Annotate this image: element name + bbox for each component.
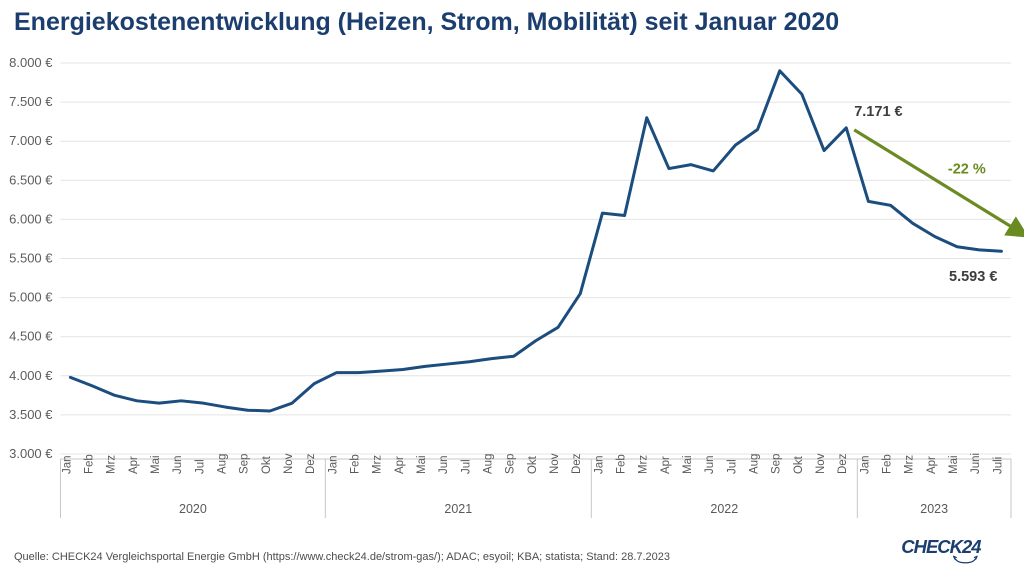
svg-text:Dez: Dez [305,453,317,474]
svg-text:Jun: Jun [438,455,450,474]
svg-text:Apr: Apr [394,456,406,474]
svg-text:Okt: Okt [527,455,539,474]
svg-text:Aug: Aug [217,454,229,474]
svg-text:Aug: Aug [483,454,495,474]
svg-text:2022: 2022 [710,502,738,516]
svg-text:Apr: Apr [926,456,938,474]
svg-text:Nov: Nov [283,453,295,474]
svg-text:Sep: Sep [771,454,783,474]
svg-text:Jul: Jul [194,459,206,474]
svg-text:2023: 2023 [920,502,948,516]
svg-text:Mai: Mai [948,455,960,474]
svg-text:Aug: Aug [749,454,761,474]
svg-text:Okt: Okt [793,455,805,474]
svg-text:Jun: Jun [704,455,716,474]
svg-text:Jun: Jun [172,455,184,474]
svg-text:Mrz: Mrz [904,455,916,474]
svg-text:4.500 €: 4.500 € [9,329,53,344]
svg-text:5.000 €: 5.000 € [9,290,53,305]
svg-text:Mai: Mai [150,455,162,474]
svg-text:Feb: Feb [84,454,96,474]
svg-text:7.500 €: 7.500 € [9,94,53,109]
svg-text:Jan: Jan [61,455,73,474]
svg-text:6.500 €: 6.500 € [9,172,53,187]
svg-text:Sep: Sep [239,454,251,474]
svg-text:6.000 €: 6.000 € [9,211,53,226]
svg-text:2021: 2021 [444,502,472,516]
svg-text:Dez: Dez [571,453,583,474]
svg-text:Jan: Jan [327,455,339,474]
svg-text:7.171 €: 7.171 € [854,104,902,120]
svg-text:5.593 €: 5.593 € [949,269,997,285]
svg-text:7.000 €: 7.000 € [9,133,53,148]
svg-text:3.500 €: 3.500 € [9,407,53,422]
svg-text:Apr: Apr [660,456,672,474]
svg-text:2020: 2020 [179,502,207,516]
svg-text:Sep: Sep [505,454,517,474]
svg-text:Mrz: Mrz [106,455,118,474]
svg-text:Nov: Nov [549,453,561,474]
svg-text:Mrz: Mrz [372,455,384,474]
svg-text:Nov: Nov [815,453,827,474]
svg-text:Okt: Okt [261,455,273,474]
svg-text:Jul: Jul [726,459,738,474]
svg-text:Jan: Jan [859,455,871,474]
svg-text:Mai: Mai [682,455,694,474]
svg-text:Mai: Mai [416,455,428,474]
svg-text:Juli: Juli [992,457,1004,474]
svg-text:Dez: Dez [837,453,849,474]
svg-text:-22 %: -22 % [948,162,986,178]
svg-text:Jan: Jan [593,455,605,474]
svg-text:8.000 €: 8.000 € [9,55,53,70]
svg-text:Feb: Feb [882,454,894,474]
svg-text:Mrz: Mrz [638,455,650,474]
svg-text:Juni: Juni [970,453,982,474]
svg-text:3.000 €: 3.000 € [9,446,53,461]
svg-text:Feb: Feb [616,454,628,474]
svg-text:5.500 €: 5.500 € [9,251,53,266]
svg-text:4.000 €: 4.000 € [9,368,53,383]
svg-text:Apr: Apr [128,456,140,474]
svg-text:Feb: Feb [350,454,362,474]
svg-text:Jul: Jul [460,459,472,474]
